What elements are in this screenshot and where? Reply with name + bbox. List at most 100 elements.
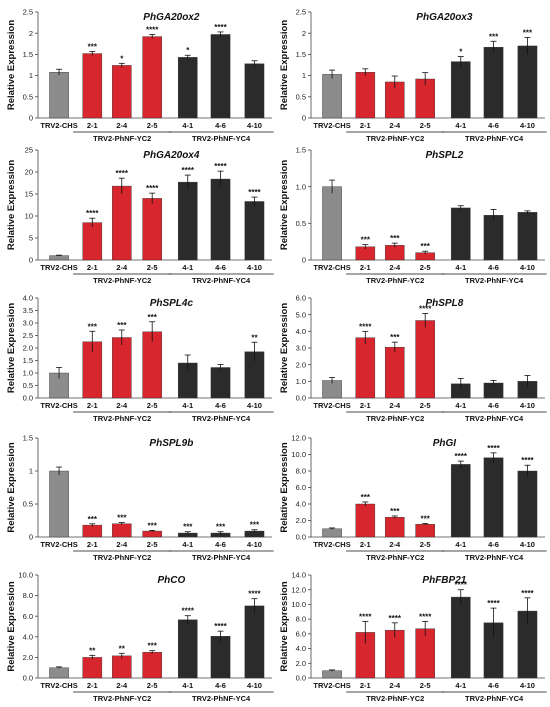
significance-label: **** [455,452,468,461]
bar [450,464,471,538]
x-tick-label: TRV2-CHS [40,681,77,690]
significance-label: *** [390,234,400,243]
x-tick-label: 2-5 [420,540,431,549]
group-label-yc2: TRV2-PhNF-YC2 [93,134,151,143]
y-tick-label: 8.0 [296,615,306,624]
group-label-yc2: TRV2-PhNF-YC2 [93,694,151,703]
chart-panel-4: 0 0.5 1.0 1.5 Relative Expression PhSPL2 TRV2-… [279,146,547,285]
y-tick-label: 6.0 [296,294,306,303]
chart-title: PhSPL8 [425,298,463,309]
y-tick-label: 3.0 [23,319,33,328]
x-tick-label: 2-1 [87,540,98,549]
y-tick-label: 1.5 [296,146,306,155]
chart-panel-5: 0.0 0.5 1.0 1.5 2.0 2.5 3.0 3.5 4.0 Relative Expr… [6,294,274,423]
x-tick-label: 2-1 [87,681,98,690]
group-label-yc2: TRV2-PhNF-YC2 [366,553,424,562]
significance-label: **** [419,305,432,314]
y-axis-label: Relative Expression [6,442,17,532]
y-tick-label: 4.0 [296,500,306,509]
y-tick-label: 8.0 [23,591,33,600]
bar [111,337,132,399]
y-tick-label: 0.0 [296,674,306,683]
x-tick-label: 4-1 [182,401,193,410]
x-tick-label: 2-1 [360,401,371,410]
bar [82,657,103,679]
y-tick-label: 1.5 [23,50,33,59]
significance-label: **** [248,188,261,197]
y-tick-label: 2.0 [23,344,33,353]
chart-title: PhSPL9b [149,438,193,449]
y-tick-label: 3.5 [23,306,33,315]
bar [384,346,405,399]
x-tick-label: 4-6 [488,540,499,549]
bar [483,215,504,261]
chart-title: PhGA20ox2 [143,12,200,23]
bar [244,63,265,119]
x-tick-label: TRV2-CHS [40,401,77,410]
x-tick-label: 2-5 [147,263,158,272]
significance-label: **** [182,607,195,616]
x-tick-label: 4-1 [455,121,466,130]
x-tick-label: 4-6 [215,681,226,690]
y-tick-label: 1 [29,467,33,476]
significance-label: *** [421,514,431,523]
bar [244,605,265,679]
bar [111,523,132,538]
x-tick-label: TRV2-CHS [313,681,350,690]
y-tick-label: 0.5 [23,500,33,509]
chart-title: PhFBP21 [422,575,466,586]
group-label-yc4: TRV2-PhNF-YC4 [192,276,251,285]
x-tick-label: 4-6 [215,263,226,272]
x-tick-label: 4-1 [455,263,466,272]
y-tick-label: 2 [29,29,33,38]
significance-label: *** [88,42,98,51]
bar [111,655,132,679]
bar [177,181,198,261]
y-tick-label: 4.0 [296,327,306,336]
significance-label: **** [521,589,534,598]
y-axis-label: Relative Expression [6,581,17,671]
bar [322,528,342,538]
significance-label: *** [148,642,158,651]
significance-label: **** [248,590,261,599]
x-tick-label: 4-10 [520,263,535,272]
y-tick-label: 1 [302,71,306,80]
chart-title: PhCO [157,575,185,586]
y-tick-label: 0 [29,533,33,542]
x-tick-label: 2-5 [420,121,431,130]
significance-label: *** [390,507,400,516]
x-tick-label: TRV2-CHS [40,263,77,272]
y-axis-label: Relative Expression [6,20,17,110]
y-tick-label: 2.0 [296,516,306,525]
x-tick-label: 2-4 [116,540,128,549]
y-tick-label: 25 [25,146,33,155]
bar [82,53,103,119]
bar [142,530,162,538]
significance-label: ** [251,333,258,342]
group-label-yc4: TRV2-PhNF-YC4 [465,553,524,562]
bar [322,186,342,261]
y-tick-label: 0.5 [23,381,33,390]
significance-label: *** [390,333,400,342]
x-tick-label: TRV2-CHS [313,121,350,130]
x-tick-label: 2-4 [389,121,401,130]
y-tick-label: 0 [302,114,306,123]
bar [82,222,103,261]
group-label-yc4: TRV2-PhNF-YC4 [192,553,251,562]
y-tick-label: 2.0 [296,659,306,668]
significance-label: *** [216,523,226,532]
significance-label: *** [148,521,158,530]
bar [111,65,132,119]
significance-label: **** [455,581,468,590]
significance-label: **** [359,612,372,621]
x-tick-label: 4-6 [488,121,499,130]
bar [49,667,69,679]
bar [517,212,538,261]
x-tick-label: 2-5 [147,121,158,130]
bar [415,628,435,679]
significance-label: **** [487,599,500,608]
y-tick-label: 0.0 [296,533,306,542]
significance-label: **** [214,23,227,32]
